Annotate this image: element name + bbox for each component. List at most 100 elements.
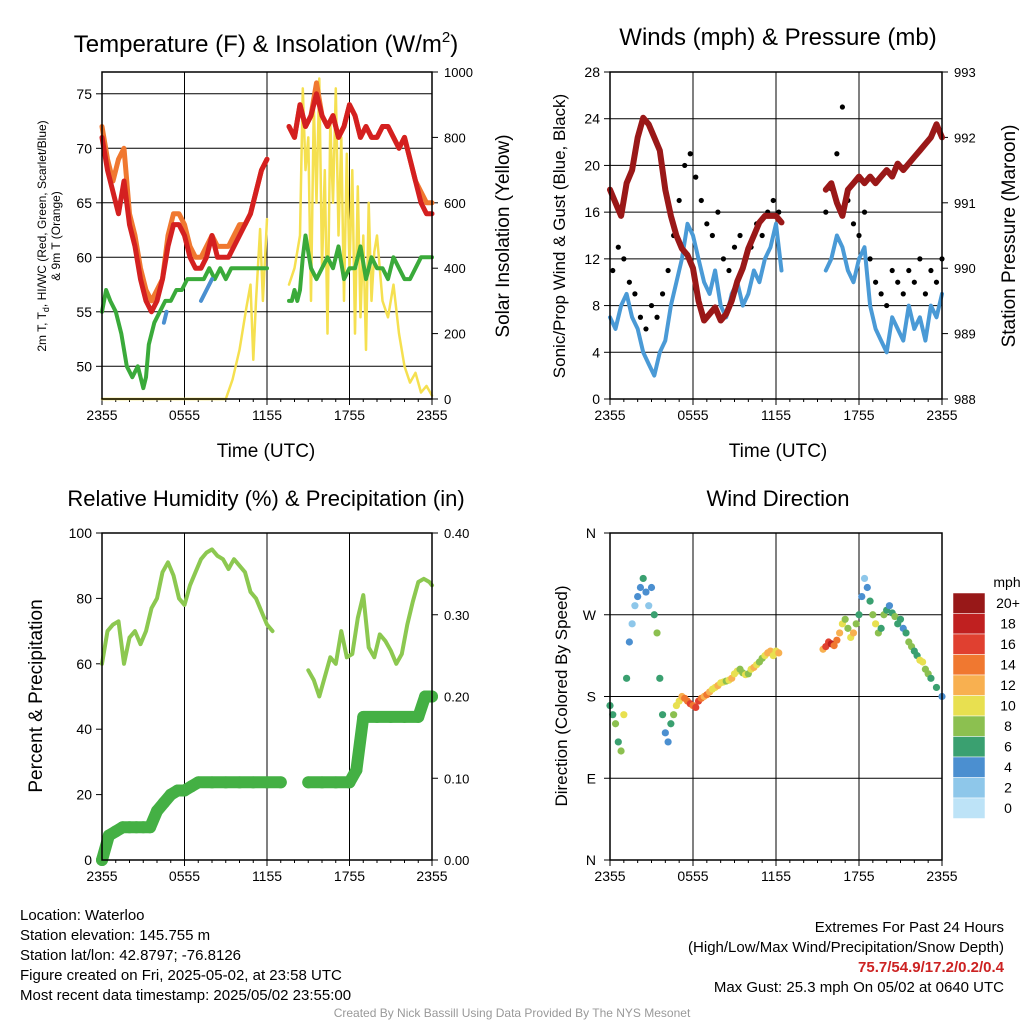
gust-point: [637, 314, 644, 320]
y2-tick-label: 988: [954, 392, 976, 407]
y-tick-label: 75: [76, 86, 92, 102]
gust-point: [737, 232, 743, 239]
gust-point: [895, 279, 901, 285]
gust-point: [676, 197, 682, 204]
colorbar-swatch: [952, 613, 986, 635]
y-tick-label: N: [586, 525, 596, 541]
gust-point: [928, 267, 934, 274]
direction-point: [609, 711, 617, 719]
gust-point: [884, 302, 890, 309]
y-tick-label: 80: [76, 590, 92, 606]
y2-tick-label: 990: [954, 261, 976, 276]
gust-point: [933, 279, 940, 285]
x-tick-label: 2355: [594, 407, 625, 423]
gust-point: [610, 267, 616, 274]
y2-tick-label: 1000: [444, 65, 473, 80]
extremes-info: Extremes For Past 24 Hours (High/Low/Max…: [688, 918, 1004, 998]
precip-point: [151, 804, 163, 817]
colorbar-swatch: [952, 756, 986, 778]
gust-point: [900, 291, 906, 297]
gust-point: [648, 302, 655, 309]
y-tick-label: 65: [76, 195, 92, 211]
precip-point: [247, 776, 260, 789]
colorbar-swatch: [952, 715, 986, 737]
gust-point: [839, 104, 846, 110]
precip-point: [302, 776, 315, 789]
colorbar-title: mph: [993, 574, 1020, 590]
precip-point: [233, 776, 246, 789]
gust-point: [654, 314, 660, 320]
gust-point: [911, 279, 917, 285]
gust-point: [665, 267, 671, 274]
x-tick-label: 0555: [169, 868, 200, 884]
gust-point: [856, 232, 862, 239]
y-tick-label: 100: [69, 525, 93, 541]
direction-point: [858, 592, 866, 601]
x-tick-label: 2355: [86, 868, 117, 884]
y2-tick-label: 989: [954, 327, 976, 342]
series-wind-speed: [608, 221, 784, 378]
x-tick-label: 0555: [169, 407, 200, 423]
series-dewpoint: [287, 233, 434, 303]
series-dewpoint: [100, 266, 269, 391]
gust-point: [720, 256, 727, 262]
colorbar-label: 10: [1000, 698, 1016, 714]
direction-point: [658, 711, 667, 719]
series-relative-humidity: [306, 576, 434, 699]
colorbar-label: 14: [1000, 657, 1016, 673]
precip-point: [357, 710, 370, 723]
gust-point: [693, 174, 699, 180]
direction-point: [625, 638, 633, 646]
precip-point: [371, 710, 383, 723]
y-tick-label: N: [586, 852, 596, 868]
y-tick-label: 16: [584, 204, 600, 220]
direction-point: [670, 711, 678, 719]
gust-point: [687, 151, 693, 157]
gust-point: [731, 244, 738, 250]
winds-x-label: Time (UTC): [729, 441, 828, 462]
x-tick-label: 1155: [761, 407, 791, 423]
series-temperature-2m: [99, 134, 270, 315]
plot-border: [609, 532, 943, 861]
gust-point: [823, 209, 829, 215]
direction-point: [620, 711, 628, 719]
direction-point: [860, 574, 869, 583]
station-elevation: Station elevation: 145.755 m: [20, 927, 211, 944]
direction-point: [877, 624, 885, 632]
temperature-panel: Temperature (F) & Insolation (W/m2) 2m T…: [35, 29, 514, 462]
gust-point: [770, 197, 776, 204]
colorbar-label: 16: [1000, 636, 1016, 652]
gust-point: [682, 162, 688, 169]
precip-point: [350, 764, 363, 777]
colorbar-swatch: [952, 592, 986, 614]
winds-y2-label: Station Pressure (Maroon): [999, 125, 1020, 348]
direction-point: [902, 629, 910, 637]
gust-point: [704, 221, 710, 227]
y-tick-label: E: [587, 770, 596, 786]
direction-point: [844, 624, 852, 632]
x-tick-label: 1755: [334, 868, 365, 884]
precip-point: [192, 776, 205, 789]
humidity-title: Relative Humidity (%) & Precipitation (i…: [67, 486, 464, 511]
x-tick-label: 2355: [416, 407, 447, 423]
plot-border: [101, 532, 433, 861]
series-wind-chill: [161, 309, 169, 325]
y2-tick-label: 992: [954, 130, 976, 145]
colorbar-swatch: [952, 654, 986, 676]
x-tick-label: 2355: [926, 868, 957, 884]
extremes-title: Extremes For Past 24 Hours: [814, 919, 1004, 936]
direction-point: [634, 592, 642, 601]
y-tick-label: 70: [76, 140, 92, 156]
y2-tick-label: 0.30: [444, 608, 469, 623]
x-tick-label: 2355: [594, 868, 625, 884]
temperature-y-label-line1: 2m T, Td, HI/WC (Red, Green, Scarlet/Blu…: [35, 120, 51, 351]
gust-point: [834, 151, 840, 157]
max-gust: Max Gust: 25.3 mph On 05/02 at 0640 UTC: [713, 979, 1004, 996]
direction-point: [636, 583, 645, 592]
colorbar-label: 12: [1000, 677, 1016, 693]
y2-tick-label: 0.10: [444, 771, 469, 786]
y-tick-label: 55: [76, 304, 92, 320]
gust-point: [715, 209, 721, 215]
figure-created: Figure created on Fri, 2025-05-02, at 23…: [20, 967, 342, 984]
